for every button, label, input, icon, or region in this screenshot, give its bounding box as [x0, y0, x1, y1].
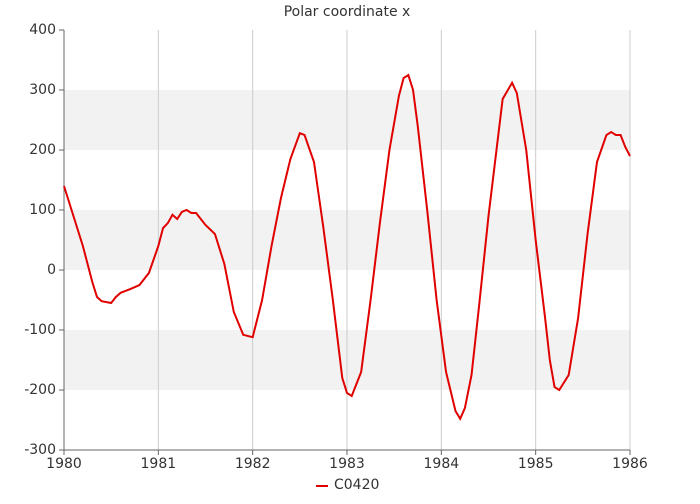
legend-label: C0420	[334, 477, 379, 493]
y-tick-label: -300	[24, 442, 56, 458]
grid	[63, 30, 631, 450]
y-tick-label: -100	[24, 322, 56, 338]
x-tick-label: 1986	[612, 456, 648, 472]
y-tick-label: 200	[29, 142, 56, 158]
x-tick-label: 1984	[424, 456, 460, 472]
x-tick-label: 1983	[329, 456, 365, 472]
chart-title: Polar coordinate x	[284, 4, 411, 20]
x-tick-label: 1982	[235, 456, 271, 472]
data-line	[63, 73, 631, 421]
y-tick-label: -200	[24, 382, 56, 398]
y-tick-label: 300	[29, 82, 56, 98]
y-tick-label: 100	[29, 202, 56, 218]
x-tick-label: 1985	[518, 456, 554, 472]
y-tick-label: 400	[29, 22, 56, 38]
x-tick-label: 1981	[141, 456, 177, 472]
y-tick-label: 0	[47, 262, 56, 278]
x-tick-label: 1980	[46, 456, 82, 472]
